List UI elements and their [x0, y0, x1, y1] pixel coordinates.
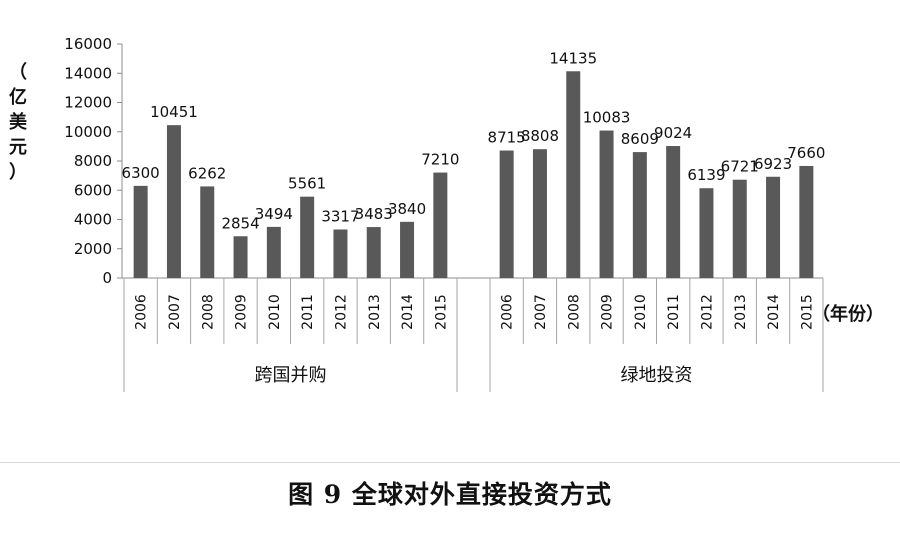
data-label: 7210	[421, 151, 459, 169]
x-tick-label: 2013	[367, 294, 383, 330]
x-tick-label: 2009	[600, 294, 616, 330]
bar	[133, 185, 148, 278]
data-label: 6721	[721, 158, 759, 176]
bar	[433, 172, 448, 278]
y-tick-label: 6000	[74, 181, 112, 199]
bar	[566, 71, 581, 278]
x-tick-label: 2009	[234, 294, 250, 330]
x-tick-label: 2010	[633, 294, 649, 330]
bar	[599, 130, 614, 278]
data-label: 10451	[150, 103, 198, 121]
y-axis-label: （ 亿美元 ）	[9, 62, 27, 183]
x-tick-label: 2015	[799, 294, 815, 330]
y-tick-label: 0	[102, 269, 112, 287]
data-label: 5561	[288, 175, 326, 193]
bar-series	[133, 71, 814, 279]
data-label: 3483	[355, 205, 393, 223]
x-axis-label: （年份）	[812, 303, 884, 325]
bar-chart: 0 2000 4000 6000 8000 10000 12000 14000 16000 63…	[9, 35, 884, 392]
data-label: 3494	[255, 205, 293, 223]
x-tick-label: 2011	[666, 294, 682, 330]
x-tick-label: 2008	[566, 294, 582, 330]
data-label: 9024	[654, 124, 692, 142]
bar	[333, 229, 348, 278]
x-tick-label: 2007	[167, 294, 183, 330]
y-tick-label: 16000	[64, 35, 112, 53]
data-label: 6300	[122, 164, 160, 182]
x-tick-label: 2013	[733, 294, 749, 330]
caption-divider	[0, 462, 900, 463]
y-axis-label-char: ）	[9, 162, 27, 183]
data-label: 6923	[754, 155, 792, 173]
x-tick-label: 2015	[433, 294, 449, 330]
bar	[699, 188, 714, 278]
y-tick-label: 12000	[64, 94, 112, 112]
data-label: 8808	[521, 127, 559, 145]
x-tick-label: 2014	[766, 294, 782, 330]
y-tick-label: 4000	[74, 211, 112, 229]
x-tick-label: 2006	[134, 294, 150, 330]
x-tick-label: 2006	[500, 294, 516, 330]
data-label: 3317	[321, 207, 359, 225]
data-label: 7660	[787, 144, 825, 162]
y-tick-label: 8000	[74, 152, 112, 170]
bar	[300, 196, 315, 278]
data-label: 10083	[583, 109, 631, 127]
group-label: 跨国并购	[255, 365, 327, 386]
y-axis-label-char: 亿	[9, 86, 27, 108]
y-axis-label-char: 元	[9, 137, 27, 158]
group-label: 绿地投资	[621, 365, 693, 386]
x-tick-label: 2011	[300, 294, 316, 330]
y-axis-label-char: （	[9, 62, 27, 83]
bar	[266, 226, 281, 278]
bar	[666, 146, 681, 278]
bar	[166, 125, 181, 279]
x-tick-label: 2012	[699, 294, 715, 330]
bar	[200, 186, 215, 278]
data-label: 2854	[221, 214, 259, 232]
x-tick-label: 2010	[267, 294, 283, 330]
bar	[732, 179, 747, 278]
data-label: 8715	[488, 129, 526, 147]
y-axis-ticks: 0 2000 4000 6000 8000 10000 12000 14000 16000	[64, 35, 122, 287]
bar	[532, 149, 547, 278]
bar	[499, 150, 514, 278]
bar	[400, 221, 415, 278]
bar	[366, 227, 381, 278]
x-tick-label: 2007	[533, 294, 549, 330]
data-label: 8609	[621, 130, 659, 148]
figure-caption: 图 9 全球对外直接投资方式	[288, 480, 612, 509]
x-axis-categories: 跨国并购 2006 2007 2008 2009 2010 2011 2012 2013 2014…	[134, 294, 816, 386]
bar	[799, 165, 814, 278]
x-tick-label: 2012	[333, 294, 349, 330]
bar	[233, 236, 248, 278]
bar	[766, 176, 781, 278]
x-tick-label: 2008	[200, 294, 216, 330]
y-axis-label-char: 美	[9, 111, 27, 133]
y-tick-label: 10000	[64, 123, 112, 141]
data-label: 6139	[687, 166, 725, 184]
bar	[632, 152, 647, 278]
data-label: 3840	[388, 200, 426, 218]
data-label: 14135	[549, 49, 597, 67]
x-tick-label: 2014	[400, 294, 416, 330]
y-tick-label: 2000	[74, 240, 112, 258]
data-label: 6262	[188, 164, 226, 182]
y-tick-label: 14000	[64, 64, 112, 82]
